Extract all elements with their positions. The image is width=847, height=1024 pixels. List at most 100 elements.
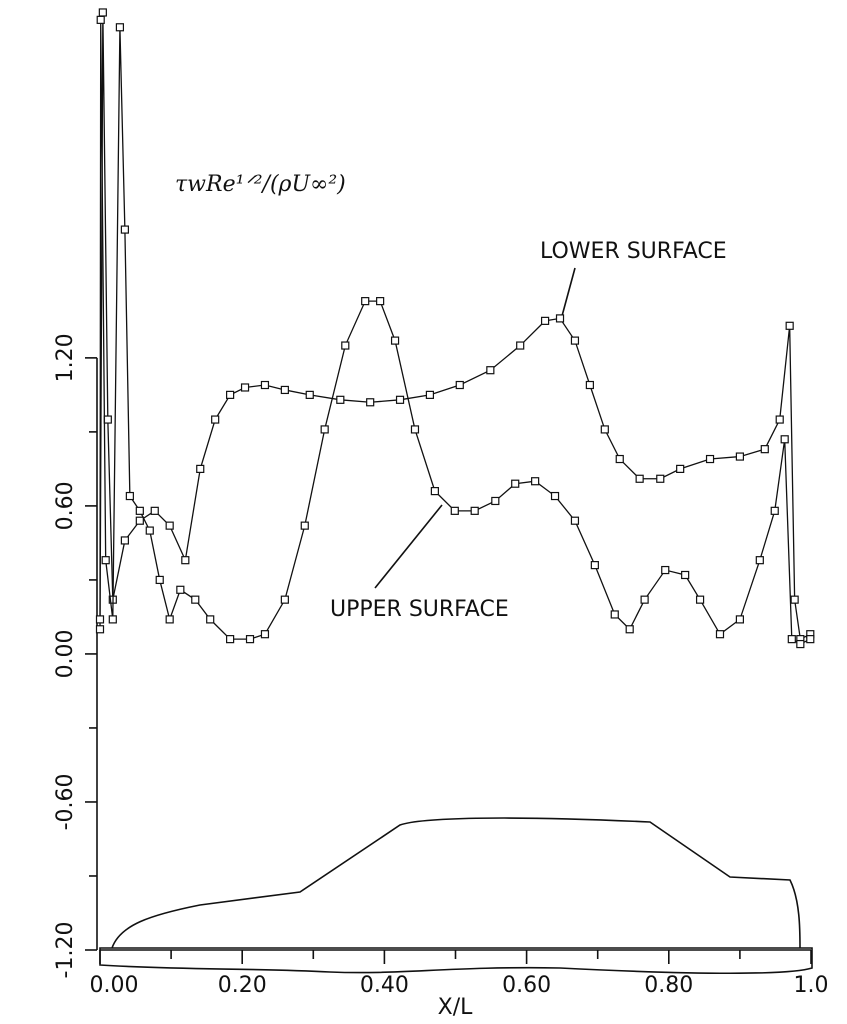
- data-point: [570, 516, 580, 525]
- x-tick-label: 0.80: [644, 973, 693, 998]
- data-point: [115, 23, 125, 32]
- data-point: [336, 395, 345, 404]
- data-point: [540, 316, 550, 325]
- data-point: [135, 516, 144, 525]
- data-point: [120, 536, 129, 545]
- data-point: [555, 314, 565, 323]
- x-axis-label: X/L: [438, 995, 473, 1020]
- data-point: [120, 225, 129, 234]
- data-point: [395, 395, 405, 404]
- data-point: [661, 565, 670, 575]
- data-point: [735, 452, 745, 461]
- data-point: [245, 635, 255, 644]
- data-point: [806, 635, 815, 644]
- data-point: [640, 595, 649, 604]
- data-point: [785, 321, 794, 330]
- data-point: [770, 506, 779, 515]
- data-point: [470, 506, 479, 515]
- data-point: [280, 385, 289, 395]
- data-point: [135, 506, 144, 515]
- data-point: [96, 15, 105, 24]
- y-tick-label: 0.00: [53, 629, 78, 678]
- data-point: [240, 383, 250, 392]
- series-line: [99, 12, 811, 641]
- data-point: [511, 479, 520, 488]
- data-point: [145, 526, 154, 535]
- data-point: [320, 425, 329, 434]
- data-point: [787, 635, 796, 644]
- data-point: [516, 341, 525, 350]
- data-point: [341, 341, 350, 350]
- data-point: [491, 496, 500, 506]
- y-tick-label: 1.20: [53, 333, 78, 382]
- data-point: [305, 390, 314, 399]
- data-point: [656, 474, 665, 483]
- y-tick-label: -1.20: [53, 922, 78, 979]
- data-point: [211, 415, 220, 424]
- data-point: [455, 380, 464, 390]
- data-point: [181, 556, 190, 565]
- data-point: [600, 425, 609, 434]
- data-point: [486, 366, 495, 375]
- data-point: [695, 595, 705, 604]
- data-point: [570, 336, 580, 345]
- x-tick-label: 0.20: [218, 973, 267, 998]
- data-point: [430, 487, 439, 496]
- annotation: UPPER SURFACE: [330, 597, 509, 622]
- data-point: [681, 570, 690, 580]
- data-point: [165, 521, 174, 530]
- data-point: [676, 464, 685, 473]
- data-point: [531, 477, 540, 486]
- car-profile: [99, 817, 813, 975]
- data-point: [191, 595, 200, 604]
- chart-title: τwRe¹ᐟ²/(ρU∞²): [175, 172, 346, 197]
- data-point: [95, 615, 105, 624]
- data-point: [590, 561, 599, 570]
- data-point: [155, 575, 164, 585]
- data-point: [625, 625, 634, 634]
- data-point: [108, 615, 117, 624]
- x-tick-label: 0.40: [360, 973, 409, 998]
- data-point: [615, 454, 624, 464]
- series-line: [99, 19, 811, 645]
- data-point: [165, 615, 174, 624]
- data-point: [550, 491, 560, 501]
- data-point: [390, 336, 400, 345]
- data-point: [196, 464, 205, 473]
- data-point: [410, 425, 420, 434]
- data-point: [103, 415, 112, 424]
- data-point: [760, 445, 769, 454]
- data-point: [366, 398, 375, 407]
- data-point: [796, 639, 805, 649]
- data-point: [780, 435, 789, 444]
- data-point: [125, 491, 134, 501]
- data-point: [300, 521, 309, 530]
- data-point: [280, 595, 289, 604]
- data-point: [450, 506, 459, 515]
- data-point: [585, 380, 594, 390]
- leader-line: [374, 504, 443, 589]
- data-point: [610, 610, 619, 619]
- data-point: [425, 390, 435, 399]
- data-point: [735, 615, 745, 624]
- data-point: [260, 630, 270, 639]
- y-tick-label: -0.60: [53, 773, 78, 830]
- data-point: [150, 506, 159, 515]
- data-point: [755, 556, 764, 565]
- data-point: [101, 556, 110, 565]
- data-point: [775, 415, 784, 424]
- data-point: [715, 630, 725, 639]
- x-tick-label: 0.60: [502, 973, 551, 998]
- data-point: [226, 390, 235, 399]
- data-point: [635, 474, 644, 483]
- data-point: [260, 380, 270, 390]
- data-point: [705, 454, 715, 464]
- data-point: [98, 8, 107, 17]
- data-point: [226, 635, 235, 644]
- x-tick-label: 0.00: [90, 973, 139, 998]
- data-point: [176, 585, 185, 594]
- annotation: LOWER SURFACE: [540, 239, 727, 264]
- data-point: [376, 297, 385, 306]
- data-point: [95, 625, 105, 634]
